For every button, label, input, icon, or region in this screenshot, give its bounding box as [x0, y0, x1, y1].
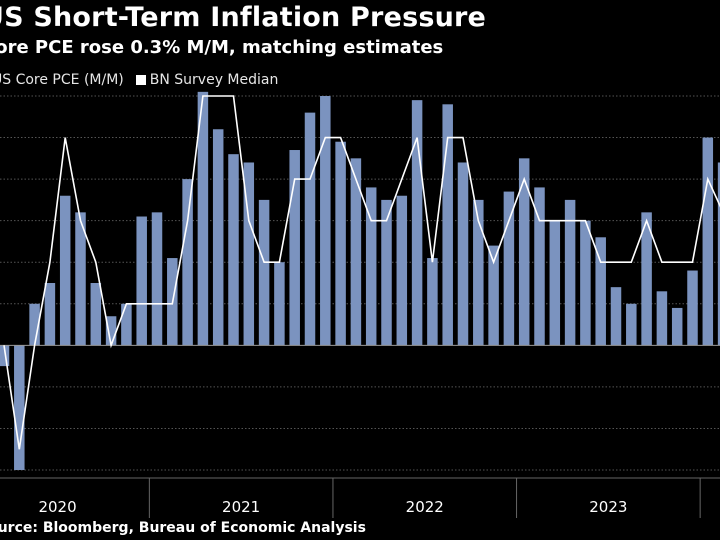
bar-core-pce: [549, 220, 561, 346]
bar-core-pce: [656, 291, 668, 346]
legend-label-bn-survey: BN Survey Median: [149, 72, 279, 88]
bar-core-pce: [457, 162, 469, 346]
bar-core-pce: [381, 199, 392, 346]
bar-core-pce: [717, 162, 720, 346]
bar-core-pce: [274, 262, 285, 346]
bar-core-pce: [580, 220, 591, 346]
source-note: Source: Bloomberg, Bureau of Economic An…: [0, 520, 366, 536]
bar-core-pce: [503, 191, 515, 346]
bar-core-pce: [564, 199, 576, 346]
bar-core-pce: [702, 137, 714, 346]
bar-core-pce: [335, 141, 346, 346]
bar-core-pce: [44, 283, 56, 346]
bar-core-pce: [105, 316, 117, 346]
line-bn-survey: [3, 95, 720, 450]
bar-core-pce: [136, 216, 147, 346]
bar-core-pce: [59, 195, 71, 346]
bar-core-pce: [228, 154, 239, 346]
bar-core-pce: [671, 307, 683, 346]
bar-core-pce: [687, 270, 698, 346]
legend-item-core-pce: US Core PCE (M/M): [0, 72, 124, 88]
bar-core-pce: [14, 345, 25, 470]
bar-core-pce: [396, 195, 408, 346]
chart-title: US Short-Term Inflation Pressure: [0, 2, 487, 33]
bar-core-pce: [29, 303, 40, 346]
bar-core-pce: [121, 303, 132, 346]
bar-core-pce: [488, 245, 499, 346]
bar-core-pce: [610, 287, 622, 346]
bar-core-pce: [258, 199, 270, 346]
x-tick-label: 2022: [406, 498, 444, 516]
legend-item-bn-survey: BN Survey Median: [135, 72, 279, 88]
bar-core-pce: [320, 96, 331, 346]
x-tick-label: 2020: [38, 498, 76, 516]
bar-core-pce: [427, 258, 438, 346]
bar-core-pce: [626, 303, 637, 346]
bar-core-pce: [304, 112, 316, 346]
legend-swatch-bn-survey: [135, 75, 146, 85]
bar-core-pce: [365, 187, 377, 346]
bar-core-pce: [75, 212, 86, 346]
bar-core-pce: [595, 237, 606, 346]
bar-core-pce: [350, 158, 362, 346]
bar-core-pce: [182, 179, 193, 346]
chart-subtitle: Core PCE rose 0.3% M/M, matching estimat…: [0, 37, 444, 58]
bar-core-pce: [518, 158, 530, 346]
bar-core-pce: [289, 150, 300, 346]
bar-core-pce: [442, 104, 453, 346]
bar-core-pce: [90, 283, 102, 346]
bar-core-pce: [212, 129, 224, 346]
bar-core-pce: [411, 100, 423, 346]
bar-core-pce: [151, 212, 163, 346]
bar-core-pce: [473, 199, 484, 346]
bar-core-pce: [641, 212, 652, 346]
bar-core-pce: [0, 345, 10, 367]
legend-label-core-pce: US Core PCE (M/M): [0, 72, 124, 88]
bar-core-pce: [243, 162, 255, 346]
legend: US Core PCE (M/M) BN Survey Median: [0, 72, 290, 88]
bar-core-pce: [534, 187, 545, 346]
x-tick-label: 2023: [589, 498, 627, 516]
x-tick-label: 2021: [222, 498, 260, 516]
bar-core-pce: [197, 91, 209, 346]
